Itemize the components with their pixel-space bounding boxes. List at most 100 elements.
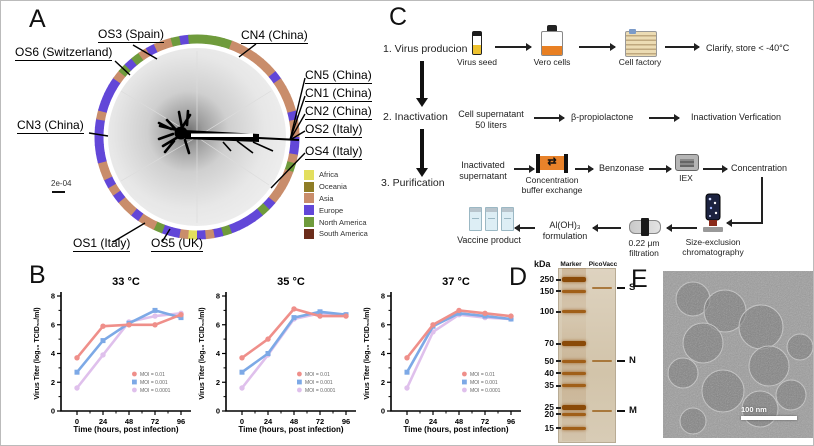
ring-segment — [287, 110, 299, 123]
band-dash — [617, 410, 625, 412]
ring-segment — [145, 43, 159, 57]
band-letter-label: M — [629, 405, 637, 417]
svg-text:0: 0 — [240, 417, 244, 426]
marker-band — [562, 412, 586, 416]
ring-segment — [153, 40, 167, 53]
inactivated-supernatant-text: Inactivated supernatant — [455, 160, 511, 183]
cell-supernatant-line1: Cell supernatant — [458, 109, 524, 119]
cell-supernatant-line2: 50 liters — [475, 120, 507, 131]
vaccine-product-label: Vaccine product — [457, 235, 521, 245]
ring-segment — [228, 40, 242, 53]
growth-curve-33c: 33 °C 0 2 4 6 8 0 24 48 72 96 MOI = 0.01 MOI = 0.001… — [31, 269, 203, 445]
svg-text:6: 6 — [216, 320, 220, 329]
svg-text:MOI = 0.0001: MOI = 0.0001 — [140, 388, 171, 394]
inactivation-verification-text: Inactivation Verfication — [691, 112, 782, 122]
legend-swatch-icon — [304, 228, 314, 239]
callout-os3: OS3 (Spain) — [98, 27, 165, 44]
ring-segment — [179, 34, 191, 45]
panel-d-letter: D — [509, 263, 528, 291]
ring-segment — [273, 78, 287, 92]
phylogeny-svg — [88, 34, 306, 243]
ladder-tick — [556, 385, 561, 387]
aloh3-line1: Al(OH)₃ — [549, 220, 581, 230]
ring-segment — [97, 159, 110, 173]
ladder-tick — [556, 427, 561, 429]
ladder-kda-label: 50 — [544, 355, 554, 366]
marker-band — [562, 341, 586, 347]
benzonase-text: Benzonase — [599, 163, 645, 173]
ring-segment — [97, 100, 110, 113]
panel-c-letter: C — [389, 3, 408, 31]
svg-text:96: 96 — [342, 417, 350, 426]
filter-line2: filtration — [629, 248, 659, 259]
callout-os1: OS1 (Italy) — [73, 236, 131, 253]
band-letter-label: S — [629, 282, 636, 294]
panel-c-flowchart: 1. Virus producion 2. Inactivation 3. Pu… — [379, 1, 813, 265]
ring-segment — [107, 182, 121, 196]
svg-text:Time (hours, post infection): Time (hours, post infection) — [238, 425, 344, 434]
ring-segment — [250, 53, 264, 67]
ring-segment — [196, 34, 208, 44]
svg-text:24: 24 — [99, 417, 108, 426]
ring-segment — [94, 117, 106, 129]
iex-icon — [675, 154, 699, 171]
ladder-tick — [556, 311, 561, 313]
svg-text:24: 24 — [264, 417, 273, 426]
ring-segment — [277, 85, 291, 99]
ring-segment — [286, 153, 298, 165]
svg-text:72: 72 — [316, 417, 324, 426]
step-2-label: 2. Inactivation — [383, 111, 448, 123]
svg-text:Time (hours, post infection): Time (hours, post infection) — [403, 425, 509, 434]
legend-swatch-icon — [304, 205, 314, 216]
svg-text:Virus Titer (log₁₀ TCID₅₀/ml): Virus Titer (log₁₀ TCID₅₀/ml) — [199, 307, 206, 399]
ring-segment — [170, 35, 183, 47]
down-arrow-icon — [416, 61, 427, 107]
callout-lines — [88, 43, 306, 243]
callout-os5: OS5 (UK) — [151, 236, 204, 253]
svg-text:35 °C: 35 °C — [277, 276, 305, 288]
vaccine-vials-icon — [469, 207, 514, 231]
panel-b-letter: B — [29, 261, 46, 289]
cell-factory-icon — [625, 29, 657, 57]
svg-text:72: 72 — [151, 417, 159, 426]
iex-label: IEX — [679, 173, 693, 183]
ring-segment — [123, 202, 137, 216]
flow-arrow-icon — [514, 165, 535, 172]
ring-segment — [130, 207, 144, 221]
ring-segment — [268, 71, 282, 85]
ladder-kda-label: 70 — [544, 338, 554, 349]
ladder-tick — [556, 413, 561, 415]
ring-segment — [104, 84, 117, 98]
ring-segment — [94, 143, 105, 155]
svg-text:6: 6 — [381, 320, 385, 329]
sec-column-icon — [703, 193, 723, 232]
ring-segment — [117, 196, 131, 210]
band-dash — [617, 360, 625, 362]
panel-a-phylogeny: OS3 (Spain) OS6 (Switzerland) CN4 (China… — [1, 1, 381, 265]
svg-text:6: 6 — [51, 320, 55, 329]
svg-text:Virus Titer (log₁₀ TCID₅₀/ml): Virus Titer (log₁₀ TCID₅₀/ml) — [34, 307, 41, 399]
legend-label: South America — [319, 229, 368, 239]
panel-d-gel: kDa Marker PicoVacc 250 150 100 70 50 40 35 25 2… — [506, 257, 666, 445]
ring-segment — [100, 167, 113, 181]
flow-arrow-icon — [703, 165, 728, 172]
ring-segment — [177, 228, 189, 240]
picovacc-band — [592, 409, 612, 413]
picovacc-band — [592, 359, 612, 363]
legend-swatch-icon — [304, 193, 314, 204]
continent-ring — [94, 34, 300, 240]
ring-segment — [257, 58, 271, 72]
cell-factory-label: Cell factory — [618, 57, 662, 67]
aloh3-text: Al(OH)₃ formulation — [539, 220, 591, 243]
legend-label: Europe — [319, 205, 344, 215]
svg-text:MOI = 0.01: MOI = 0.01 — [470, 372, 495, 378]
ring-segment — [256, 203, 270, 217]
ring-segment — [186, 230, 198, 240]
svg-text:24: 24 — [429, 417, 438, 426]
svg-text:37 °C: 37 °C — [442, 276, 470, 288]
ring-segment — [152, 221, 166, 234]
ring-segment — [263, 64, 277, 78]
em-scale-bar — [741, 416, 797, 420]
